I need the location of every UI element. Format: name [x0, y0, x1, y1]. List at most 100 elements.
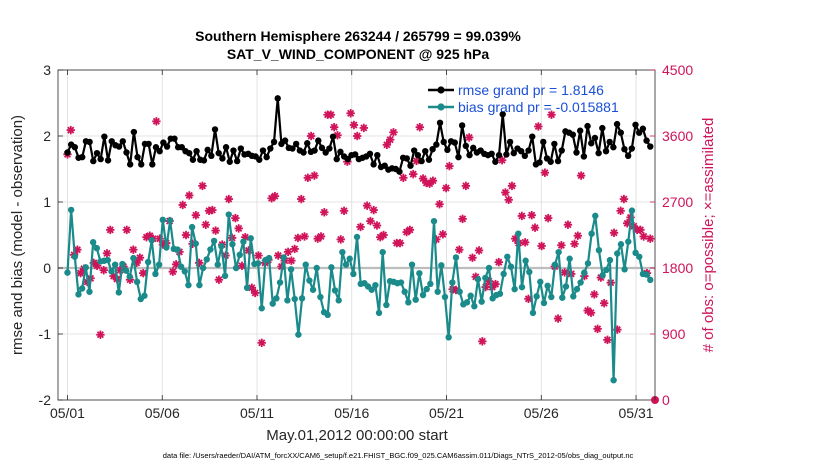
- obs-assimilated-marker: [445, 161, 454, 171]
- bias-point: [284, 297, 291, 304]
- bias-point: [111, 261, 119, 268]
- axis-ticks: 05/01 05/06 05/11 05/16 05/21 05/26 05/31 -2 -1 0…: [39, 62, 694, 421]
- bias-point: [273, 295, 280, 302]
- x-tick-label: 05/01: [50, 405, 85, 421]
- bias-point: [647, 276, 654, 284]
- rmse-point: [311, 147, 318, 154]
- bias-point: [210, 237, 218, 245]
- rmse-point: [171, 135, 178, 142]
- rmse-point: [595, 149, 602, 157]
- obs-assimilated-marker: [507, 181, 517, 191]
- rmse-point: [315, 137, 322, 144]
- rmse-point: [624, 152, 632, 159]
- x-tick-label: 05/26: [524, 405, 559, 421]
- bias-point: [449, 279, 456, 286]
- bias-point: [339, 248, 346, 256]
- bias-point: [452, 254, 460, 261]
- bias-point: [174, 246, 181, 253]
- rmse-point: [145, 140, 152, 148]
- obs-assimilated-marker: [274, 251, 283, 260]
- rmse-point: [204, 146, 211, 154]
- rmse-point: [643, 137, 650, 144]
- rmse-point: [517, 147, 525, 155]
- obs-assimilated-marker: [379, 230, 388, 240]
- y-tick-label: -2: [39, 392, 52, 408]
- rmse-point: [318, 144, 326, 152]
- rmse-point: [610, 144, 617, 151]
- obs-assimilated-marker: [586, 308, 596, 317]
- rmse-point: [613, 120, 621, 128]
- obs-assimilated-marker: [570, 239, 579, 248]
- rmse-point: [584, 122, 591, 130]
- rmse-point: [163, 143, 171, 150]
- obs-assimilated-marker: [366, 216, 375, 226]
- bias-point: [397, 279, 405, 286]
- rmse-point: [104, 157, 112, 164]
- rmse-point: [86, 138, 93, 146]
- bias-point: [199, 264, 207, 272]
- rmse-point: [628, 145, 636, 152]
- rmse-point: [436, 119, 444, 127]
- bias-point: [555, 248, 562, 256]
- obs-assimilated-marker: [619, 194, 629, 204]
- rmse-point: [351, 151, 359, 158]
- obs-assimilated-marker: [573, 231, 583, 240]
- obs-assimilated-marker: [168, 267, 178, 276]
- bias-point: [89, 239, 97, 246]
- y2-tick-label: 2700: [662, 194, 693, 210]
- obs-assimilated-marker: [250, 288, 260, 298]
- rmse-point: [599, 124, 606, 132]
- y-tick-label: 0: [43, 260, 51, 276]
- bias-point: [526, 268, 533, 276]
- rmse-point: [396, 168, 403, 175]
- rmse-point: [230, 147, 237, 154]
- rmse-point: [219, 155, 226, 162]
- obs-assimilated-marker: [139, 268, 148, 278]
- obs-assimilated-marker: [517, 211, 527, 221]
- rmse-point: [521, 152, 529, 159]
- obs-assimilated-marker: [609, 228, 619, 237]
- bias-point: [504, 253, 511, 260]
- bias-point: [515, 230, 522, 237]
- bias-point: [331, 287, 339, 294]
- rmse-point: [433, 141, 440, 148]
- obs-assimilated-marker: [593, 324, 602, 334]
- obs-assimilated-marker: [339, 206, 349, 215]
- rmse-point: [410, 147, 418, 154]
- obs-assimilated-marker: [389, 128, 398, 137]
- bias-point: [144, 258, 152, 266]
- obs-assimilated-marker: [428, 176, 438, 185]
- obs-assimilated-marker: [224, 194, 234, 204]
- x-tick-label: 05/21: [429, 405, 464, 421]
- obs-assimilated-marker: [547, 110, 556, 119]
- obs-assimilated-marker: [122, 225, 131, 235]
- bias-point: [254, 260, 262, 267]
- bias-point: [115, 289, 122, 296]
- rmse-point: [455, 153, 462, 161]
- obs-assimilated-marker: [66, 125, 75, 135]
- obs-assimilated-marker: [534, 122, 543, 131]
- obs-assimilated-marker: [636, 225, 645, 235]
- bias-point: [573, 285, 581, 293]
- bias-point: [78, 285, 86, 292]
- bias-point: [610, 377, 617, 384]
- obs-assimilated-marker: [527, 211, 536, 220]
- bias-point: [379, 248, 386, 256]
- bias-point: [243, 284, 251, 291]
- bias-point: [551, 261, 559, 268]
- rmse-point: [536, 159, 543, 166]
- obs-assimilated-marker: [346, 109, 355, 118]
- rmse-point: [418, 157, 425, 165]
- rmse-point: [274, 95, 281, 102]
- bias-point: [529, 309, 537, 317]
- bias-point: [258, 305, 265, 312]
- obs-assimilated-marker: [353, 131, 362, 141]
- obs-assimilated-marker: [326, 110, 336, 119]
- rmse-point: [211, 126, 219, 133]
- bias-point: [269, 300, 276, 307]
- bias-point: [280, 254, 287, 261]
- rmse-point: [425, 156, 433, 163]
- rmse-point: [126, 161, 134, 168]
- y2-tick-label: 3600: [662, 128, 693, 144]
- rmse-point: [329, 133, 337, 140]
